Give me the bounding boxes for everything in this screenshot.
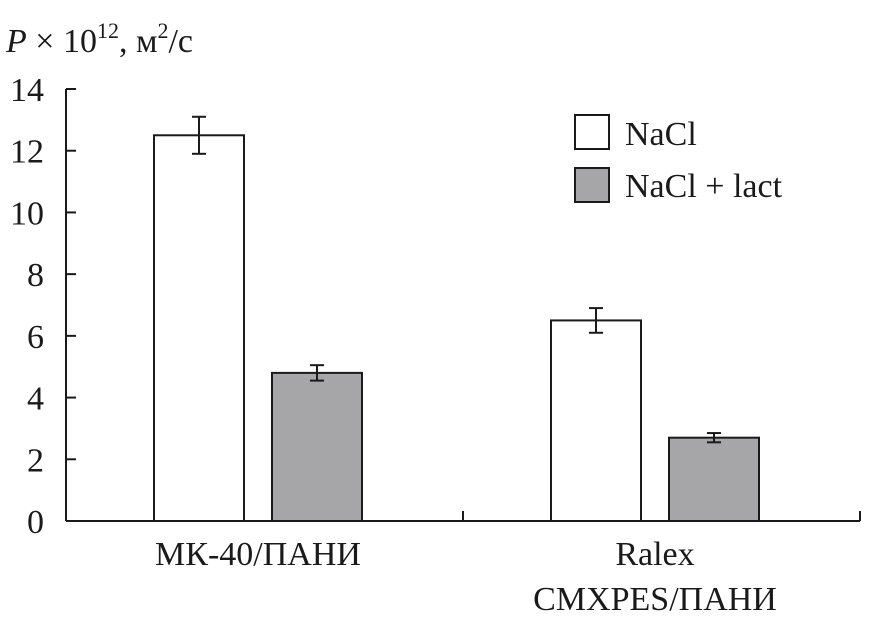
- category-labels-group: МК-40/ПАНИ Ralex CMXPES/ПАНИ: [155, 536, 777, 618]
- legend-label-nacl: NaCl: [625, 116, 697, 153]
- category-label: МК-40/ПАНИ: [155, 536, 361, 573]
- y-axis-label-unit-exponent: 2: [157, 18, 168, 43]
- category-label: CMXPES/ПАНИ: [533, 581, 777, 618]
- y-tick-label: 0: [27, 504, 44, 541]
- bar-nacl-lact-1: [668, 436, 760, 522]
- legend-label-nacl-lact: NaCl + lact: [625, 168, 783, 205]
- category-label: Ralex: [615, 536, 694, 573]
- y-axis-label-exponent: 12: [97, 18, 119, 43]
- y-axis-label-symbol: P: [5, 23, 27, 60]
- legend-swatch-nacl: [574, 114, 610, 150]
- y-tick-label: 6: [27, 319, 44, 356]
- y-ticks-group: 0 2 4 6 8 10 12 14: [10, 72, 76, 541]
- y-tick-label: 12: [10, 134, 44, 171]
- bars-group: [153, 115, 760, 523]
- y-axis-label: P × 1012, м2/с: [5, 18, 193, 60]
- y-tick-label: 8: [27, 257, 44, 294]
- y-axis-label-times: × 10: [27, 23, 97, 60]
- y-axis-label-unit-suffix: /с: [168, 23, 193, 60]
- y-tick-label: 10: [10, 195, 44, 232]
- y-axis-label-unit-prefix: , м: [119, 23, 158, 60]
- legend-swatch-nacl-lact: [574, 167, 610, 203]
- bar-nacl-1: [550, 319, 642, 522]
- bar-nacl-0: [153, 134, 245, 523]
- y-tick-label: 14: [10, 72, 44, 109]
- y-tick-label: 2: [27, 442, 44, 479]
- y-tick-label: 4: [27, 381, 44, 418]
- legend: NaCl NaCl + lact: [574, 114, 783, 205]
- bar-nacl-lact-0: [271, 371, 363, 522]
